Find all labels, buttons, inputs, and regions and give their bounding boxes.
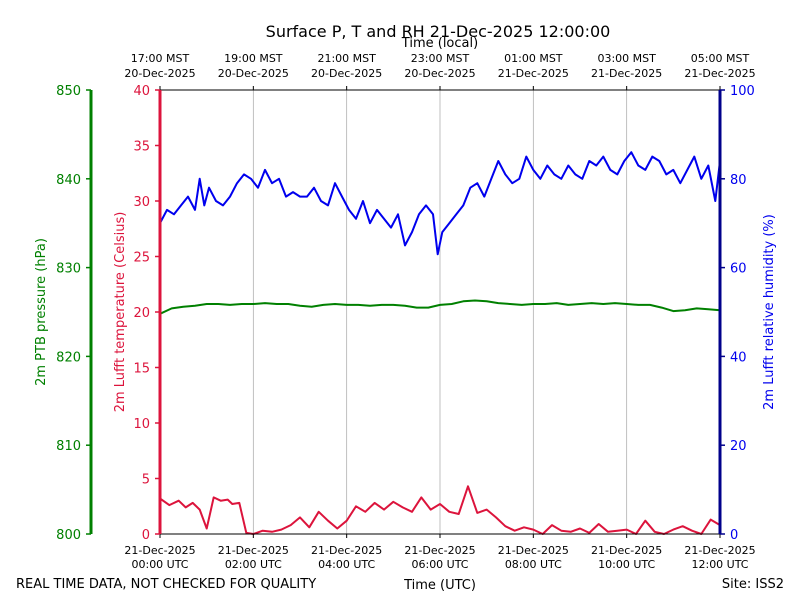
temperature-tick-label: 5 — [142, 473, 150, 488]
temperature-tick-label: 40 — [133, 84, 150, 99]
bottom-tick-date: 21-Dec-2025 — [218, 544, 289, 557]
humidity-tick-label: 60 — [730, 262, 747, 277]
pressure-series-line — [159, 299, 721, 315]
humidity-tick-label: 100 — [730, 84, 755, 99]
temperature-tick-label: 10 — [133, 417, 150, 432]
top-tick-time: 21:00 MST — [317, 52, 376, 65]
bottom-tick-time: 10:00 UTC — [598, 558, 655, 571]
top-tick-time: 19:00 MST — [224, 52, 283, 65]
bottom-tick-date: 21-Dec-2025 — [498, 544, 569, 557]
bottom-tick-time: 02:00 UTC — [225, 558, 282, 571]
temperature-tick-label: 0 — [142, 528, 150, 543]
temperature-tick-label: 25 — [133, 251, 150, 266]
top-tick-time: 17:00 MST — [131, 52, 190, 65]
temperature-tick-label: 20 — [133, 306, 150, 321]
top-tick-date: 21-Dec-2025 — [591, 67, 662, 80]
bottom-tick-time: 12:00 UTC — [691, 558, 748, 571]
bottom-tick-date: 21-Dec-2025 — [684, 544, 755, 557]
top-tick-time: 03:00 MST — [597, 52, 656, 65]
top-tick-date: 20-Dec-2025 — [124, 67, 195, 80]
bottom-tick-time: 04:00 UTC — [318, 558, 375, 571]
humidity-tick-label: 80 — [730, 173, 747, 188]
quality-disclaimer: REAL TIME DATA, NOT CHECKED FOR QUALITY — [16, 577, 316, 592]
bottom-tick-date: 21-Dec-2025 — [591, 544, 662, 557]
temperature-tick-label: 15 — [133, 362, 150, 377]
top-tick-time: 23:00 MST — [411, 52, 470, 65]
humidity-tick-label: 0 — [730, 528, 738, 543]
pressure-tick-label: 820 — [56, 350, 81, 365]
bottom-tick-time: 00:00 UTC — [131, 558, 188, 571]
bottom-axis-label: Time (UTC) — [403, 578, 476, 593]
top-tick-date: 21-Dec-2025 — [498, 67, 569, 80]
temperature-tick-label: 30 — [133, 195, 150, 210]
pressure-tick-label: 800 — [56, 528, 81, 543]
bottom-tick-date: 21-Dec-2025 — [124, 544, 195, 557]
pressure-tick-label: 840 — [56, 173, 81, 188]
top-tick-time: 01:00 MST — [504, 52, 563, 65]
humidity-tick-label: 40 — [730, 350, 747, 365]
bottom-tick-time: 08:00 UTC — [505, 558, 562, 571]
humidity-series-line — [159, 151, 721, 256]
pressure-tick-label: 810 — [56, 439, 81, 454]
pressure-axis-label: 2m PTB pressure (hPa) — [34, 238, 49, 386]
pressure-tick-label: 850 — [56, 84, 81, 99]
temperature-axis-label: 2m Lufft temperature (Celsius) — [113, 212, 128, 413]
temperature-tick-label: 35 — [133, 140, 150, 155]
humidity-tick-label: 20 — [730, 439, 747, 454]
top-axis-label: Time (local) — [401, 36, 478, 51]
top-tick-date: 20-Dec-2025 — [218, 67, 289, 80]
bottom-tick-date: 21-Dec-2025 — [404, 544, 475, 557]
bottom-tick-time: 06:00 UTC — [411, 558, 468, 571]
site-label: Site: ISS2 — [722, 577, 784, 592]
vertical-gridlines — [252, 90, 628, 534]
temperature-series-line — [159, 485, 721, 535]
top-tick-time: 05:00 MST — [691, 52, 750, 65]
series-layer — [159, 151, 721, 535]
top-tick-date: 21-Dec-2025 — [684, 67, 755, 80]
humidity-axis-label: 2m Lufft relative humidity (%) — [762, 214, 777, 410]
chart-title: Surface P, T and RH 21-Dec-2025 12:00:00 — [266, 22, 611, 41]
top-tick-date: 20-Dec-2025 — [311, 67, 382, 80]
bottom-tick-date: 21-Dec-2025 — [311, 544, 382, 557]
top-tick-date: 20-Dec-2025 — [404, 67, 475, 80]
pressure-tick-label: 830 — [56, 262, 81, 277]
